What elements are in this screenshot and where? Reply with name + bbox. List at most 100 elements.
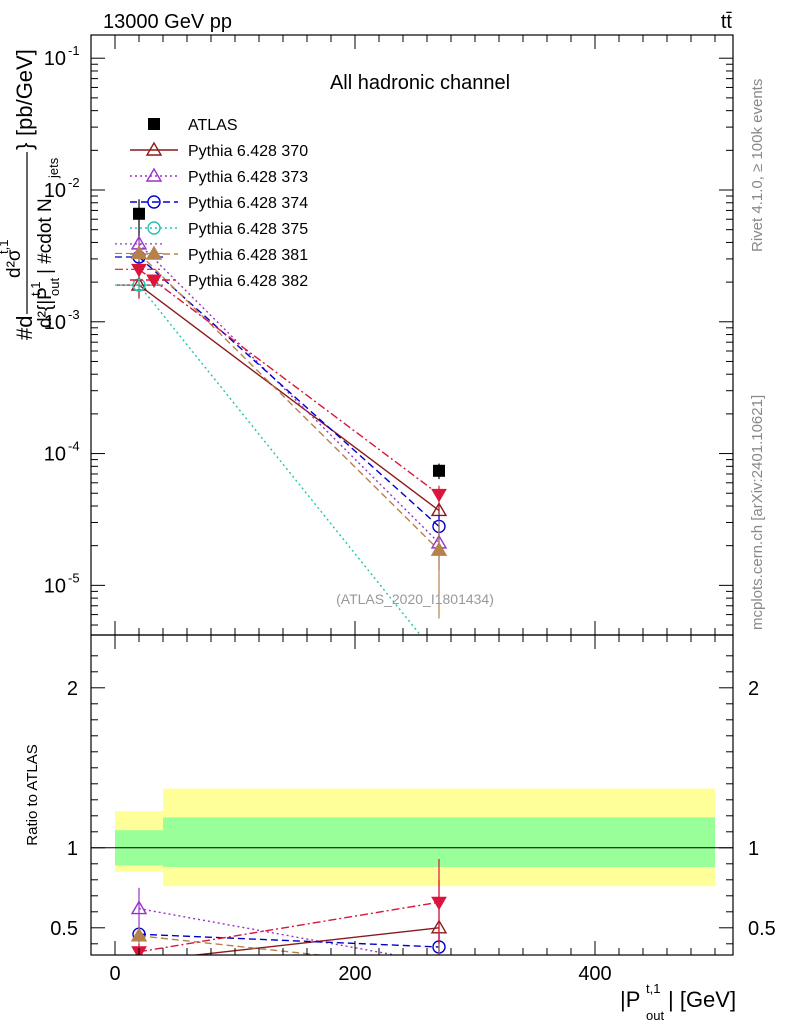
y-label-numerator: d²σ xyxy=(4,249,25,278)
y-label-denominator-sub: out xyxy=(47,278,62,296)
legend-item-p375: Pythia 6.428 375 xyxy=(130,221,308,238)
x-tick-label: 200 xyxy=(338,963,371,985)
ratio-point-p375 xyxy=(137,954,141,955)
analysis-label: (ATLAS_2020_I1801434) xyxy=(336,591,494,607)
legend-label-p373: Pythia 6.428 373 xyxy=(188,169,308,186)
legend-marker-p373 xyxy=(145,167,163,182)
y-label-denominator-sup: t,1 xyxy=(28,282,43,296)
y-tick-exponent: -5 xyxy=(68,570,80,585)
ratio-y-tick-label-right: 0.5 xyxy=(748,918,776,940)
legend-marker-p374 xyxy=(147,195,161,209)
atlas-point xyxy=(133,207,145,220)
ratio-line-p375 xyxy=(139,961,439,1001)
series-p374 xyxy=(115,250,446,541)
ratio-uncertainty-bands xyxy=(91,788,733,887)
point-p381 xyxy=(130,245,148,260)
ratio-plot-series xyxy=(130,859,448,1007)
ratio-y-tick-label: 0.5 xyxy=(50,918,78,940)
y-tick-label: 10 xyxy=(44,180,66,202)
ratio-y-tick-label-right: 1 xyxy=(748,838,759,860)
ratio-line-p374 xyxy=(138,933,440,948)
ratio-point-p381 xyxy=(432,961,446,973)
x-label-pre: |P xyxy=(620,987,640,1012)
series-p370 xyxy=(115,274,448,519)
ratio-point-p382 xyxy=(431,896,447,911)
legend: ATLAS Pythia 6.428 370 Pythia 6.428 373 Pyt… xyxy=(130,117,308,290)
y-label-denominator-sub2: jets xyxy=(46,157,61,179)
legend-marker-p381 xyxy=(145,245,163,260)
point-p375 xyxy=(433,652,445,664)
band-inner-1 xyxy=(163,817,715,867)
ratio-series-p375 xyxy=(137,954,445,1007)
legend-marker-p370 xyxy=(145,141,163,156)
ratio-point-p373 xyxy=(130,900,148,915)
legend-label-atlas: ATLAS xyxy=(188,117,238,134)
legend-item-atlas: ATLAS xyxy=(148,117,238,134)
series-line-p374 xyxy=(138,256,440,527)
ratio-series-p381 xyxy=(130,926,446,973)
rivet-version-label: Rivet 4.1.0, ≥ 100k events xyxy=(749,79,766,252)
main-plot-series xyxy=(115,199,448,664)
point-p375 xyxy=(132,278,146,292)
series-p381 xyxy=(115,245,448,619)
legend-label-p381: Pythia 6.428 381 xyxy=(188,247,308,264)
legend-marker-atlas xyxy=(148,118,160,130)
y-tick-exponent: -3 xyxy=(68,307,80,322)
series-line-p373 xyxy=(138,243,440,544)
ratio-point-p375 xyxy=(433,995,445,1007)
series-line-p382 xyxy=(138,268,440,495)
ratio-line-p382 xyxy=(138,901,440,953)
legend-label-p375: Pythia 6.428 375 xyxy=(188,221,308,238)
y-label-denominator: d²{|P xyxy=(35,287,56,328)
y-tick-label: 10 xyxy=(44,312,66,334)
ratio-series-p370 xyxy=(137,879,448,955)
x-tick-label: 0 xyxy=(109,963,120,985)
point-p381 xyxy=(430,541,448,556)
x-label-sub: out xyxy=(646,1008,664,1023)
ratio-y-axis-label: Ratio to ATLAS xyxy=(24,744,41,845)
legend-marker-p382 xyxy=(146,274,162,288)
series-line-p370 xyxy=(138,284,440,512)
y-tick-label: 10 xyxy=(44,575,66,597)
legend-marker-p375 xyxy=(147,221,161,235)
y-tick-exponent: -4 xyxy=(68,439,80,454)
series-atlas xyxy=(133,199,445,480)
y-label-unit: [pb/GeV] xyxy=(12,49,37,136)
y-tick-label: 10 xyxy=(44,444,66,466)
ratio-point-p381 xyxy=(130,927,148,942)
ratio-point-p370 xyxy=(137,953,141,955)
y-label-denominator-rest: | #cdot N xyxy=(35,198,56,274)
process-label: tt̄ xyxy=(721,11,733,33)
ratio-y-tick-label: 2 xyxy=(67,678,78,700)
ratio-point-p373 xyxy=(438,954,440,955)
y-tick-label: 10 xyxy=(44,48,66,70)
point-p382 xyxy=(131,263,147,278)
x-axis-label: |P t,1 out | [GeV] xyxy=(620,981,736,1023)
ratio-line-p370 xyxy=(189,927,440,955)
legend-label-p382: Pythia 6.428 382 xyxy=(188,273,308,290)
legend-label-p374: Pythia 6.428 374 xyxy=(188,195,308,212)
y-label-brace: } xyxy=(12,143,37,150)
legend-item-p381: Pythia 6.428 381 xyxy=(130,245,308,264)
y-tick-exponent: -1 xyxy=(68,43,80,58)
atlas-point xyxy=(433,464,445,477)
ratio-line-p381 xyxy=(138,935,326,955)
x-label-sup: t,1 xyxy=(646,981,660,996)
main-y-axis-label: #d d²σ t,1 d²{|P t,1 out | #cdot N jets … xyxy=(0,49,62,340)
y-label-main-part: #d xyxy=(12,316,37,340)
legend-item-p373: Pythia 6.428 373 xyxy=(130,167,308,186)
energy-label: 13000 GeV pp xyxy=(103,11,232,33)
y-label-numerator-sup: t,1 xyxy=(0,240,11,254)
series-line-p381 xyxy=(138,252,440,551)
point-p382 xyxy=(431,488,447,503)
mcplots-label: mcplots.cern.ch [arXiv:2401.10621] xyxy=(749,395,766,630)
ratio-y-tick-label-right: 2 xyxy=(748,678,759,700)
plot-title: All hadronic channel xyxy=(330,72,510,94)
ratio-y-tick-label: 1 xyxy=(67,838,78,860)
legend-item-p374: Pythia 6.428 374 xyxy=(130,195,308,212)
ratio-plot-frame xyxy=(90,634,734,956)
x-label-post: | [GeV] xyxy=(668,987,736,1012)
ratio-series-p382 xyxy=(131,859,447,955)
